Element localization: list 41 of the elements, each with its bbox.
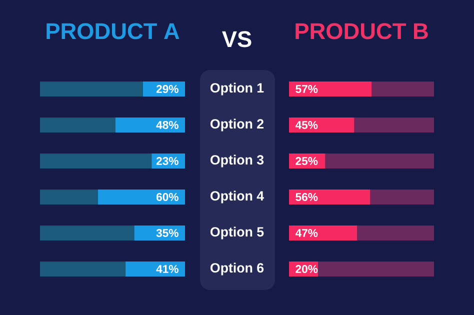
bar bbox=[289, 118, 354, 133]
y-tick-label: Option 3 bbox=[210, 154, 264, 168]
y-tick-label: Option 5 bbox=[210, 226, 264, 240]
bar bbox=[318, 262, 434, 276]
chart-title: PRODUCT B bbox=[296, 23, 428, 40]
bar bbox=[370, 190, 434, 204]
bar bbox=[354, 118, 434, 133]
data-label: 25% bbox=[296, 157, 318, 166]
bar bbox=[289, 226, 358, 240]
data-label: 60% bbox=[156, 192, 178, 202]
bar bbox=[40, 118, 116, 133]
bar bbox=[357, 226, 434, 240]
bar bbox=[289, 82, 372, 97]
data-label: 47% bbox=[295, 229, 318, 237]
chart-title: PRODUCT A bbox=[46, 23, 180, 40]
data-label: 48% bbox=[156, 121, 178, 130]
y-tick-label: Option 1 bbox=[210, 82, 264, 96]
data-label: 29% bbox=[156, 85, 178, 94]
data-label: 56% bbox=[296, 192, 318, 202]
data-label: 57% bbox=[296, 85, 318, 93]
y-tick-label: Option 6 bbox=[210, 262, 264, 276]
bar bbox=[134, 226, 185, 240]
data-label: 45% bbox=[295, 121, 318, 129]
bar bbox=[40, 190, 98, 204]
bar bbox=[126, 262, 185, 276]
y-tick-label: Option 2 bbox=[210, 118, 264, 132]
bar bbox=[40, 262, 126, 276]
bar bbox=[372, 82, 434, 97]
y-tick-label: Option 4 bbox=[210, 190, 264, 204]
bar bbox=[40, 226, 134, 240]
data-label: 20% bbox=[296, 264, 318, 273]
bar bbox=[98, 190, 185, 204]
data-label: 35% bbox=[156, 228, 178, 238]
bar bbox=[289, 190, 370, 204]
text: VS bbox=[222, 31, 252, 48]
bar bbox=[115, 118, 185, 133]
bar bbox=[325, 154, 434, 169]
bar bbox=[40, 82, 143, 97]
bar bbox=[40, 154, 152, 169]
data-label: 41% bbox=[156, 265, 178, 273]
data-label: 23% bbox=[156, 156, 178, 166]
